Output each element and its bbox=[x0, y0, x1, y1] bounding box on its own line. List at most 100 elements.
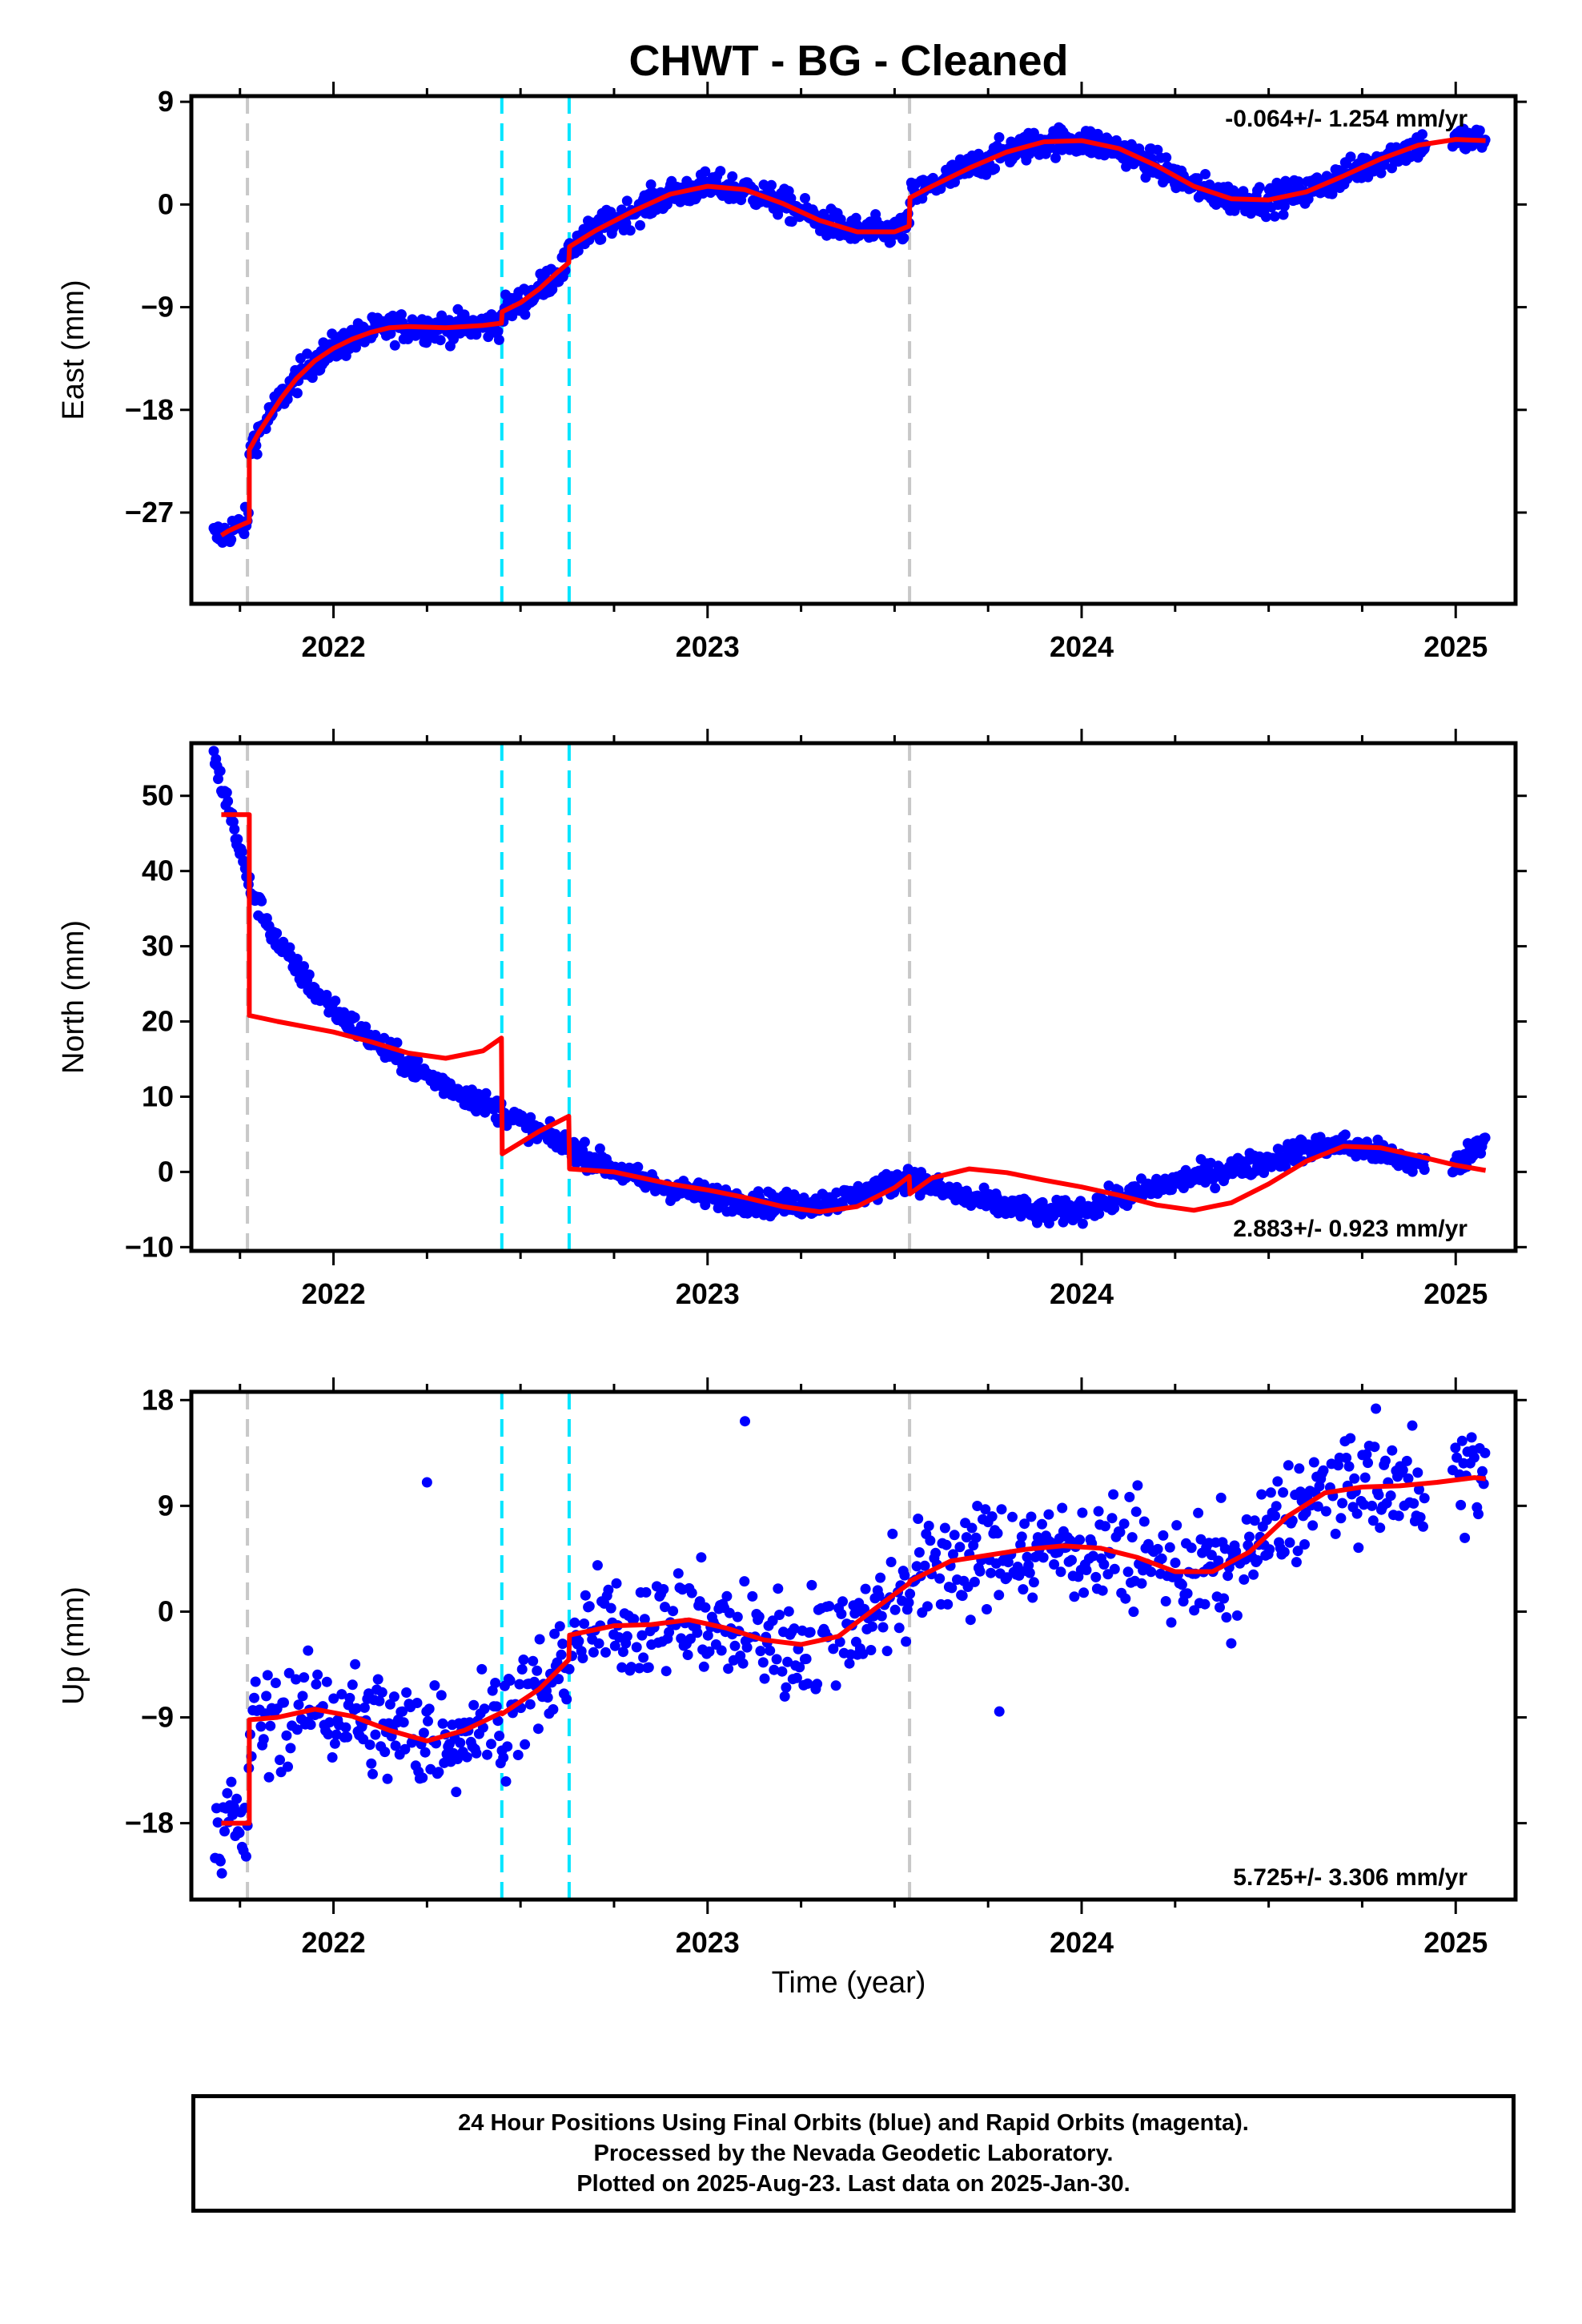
data-point bbox=[643, 1662, 654, 1673]
data-point bbox=[412, 1698, 423, 1708]
data-point bbox=[1152, 1543, 1163, 1554]
data-point bbox=[645, 179, 656, 190]
data-point bbox=[1219, 1593, 1230, 1604]
data-point bbox=[476, 1663, 488, 1675]
data-point bbox=[303, 969, 315, 980]
data-point bbox=[1186, 1542, 1197, 1554]
panel-up: 18 9 0 −9 −18 2022 2023 2024 2025 Up (mm) 5.725+/-… bbox=[57, 1377, 1527, 1959]
y-tick-label: 20 bbox=[142, 1005, 174, 1038]
y-tick-label: −9 bbox=[141, 1701, 174, 1734]
panel-north: 50 40 30 20 10 0 −10 2022 2023 2024 2025 North (mm)… bbox=[57, 729, 1527, 1310]
data-point bbox=[885, 236, 896, 247]
data-point bbox=[824, 1601, 835, 1612]
data-point bbox=[1375, 167, 1387, 179]
data-point bbox=[1265, 1487, 1276, 1498]
data-point bbox=[994, 132, 1005, 143]
data-point bbox=[1397, 1465, 1408, 1476]
data-point bbox=[1335, 1513, 1347, 1524]
data-point bbox=[435, 335, 446, 346]
data-point bbox=[1049, 1559, 1060, 1570]
data-point bbox=[329, 1738, 340, 1749]
data-point bbox=[1244, 1531, 1255, 1542]
data-point bbox=[802, 1678, 813, 1689]
data-point bbox=[948, 1549, 958, 1560]
footer-line-1: 24 Hour Positions Using Final Orbits (bl… bbox=[458, 2110, 1249, 2136]
data-point bbox=[291, 1674, 302, 1685]
data-point bbox=[765, 1645, 776, 1656]
data-point bbox=[217, 537, 228, 548]
data-point bbox=[1016, 1531, 1027, 1542]
data-point bbox=[873, 1590, 885, 1602]
data-point bbox=[698, 1661, 709, 1672]
data-point bbox=[258, 1734, 269, 1745]
data-point bbox=[1055, 1566, 1066, 1578]
data-point bbox=[370, 1729, 381, 1740]
y-tick-label: 50 bbox=[142, 779, 174, 812]
data-point bbox=[1456, 1499, 1467, 1510]
data-point bbox=[1341, 1453, 1352, 1463]
data-point bbox=[1417, 129, 1427, 140]
data-point bbox=[1241, 1514, 1252, 1525]
data-point bbox=[740, 1416, 751, 1427]
data-point bbox=[291, 954, 303, 964]
data-point bbox=[934, 1573, 946, 1584]
data-point bbox=[621, 1630, 632, 1642]
data-point bbox=[661, 199, 673, 210]
data-point bbox=[561, 1694, 572, 1705]
data-point bbox=[262, 1670, 273, 1681]
data-point bbox=[1270, 1510, 1280, 1522]
data-point bbox=[271, 927, 283, 939]
data-point bbox=[753, 1611, 765, 1622]
data-point bbox=[364, 1739, 375, 1751]
y-tick-label: −18 bbox=[125, 1807, 174, 1839]
data-point bbox=[946, 1582, 958, 1594]
data-point bbox=[994, 1590, 1005, 1601]
data-point bbox=[617, 1647, 628, 1658]
data-point bbox=[1189, 1605, 1200, 1616]
data-point bbox=[299, 961, 309, 972]
data-point bbox=[548, 1704, 559, 1715]
data-point bbox=[1126, 1532, 1138, 1543]
data-point bbox=[401, 1687, 412, 1698]
y-tick-label: −18 bbox=[125, 393, 174, 426]
data-point bbox=[468, 1699, 480, 1711]
data-point bbox=[741, 1642, 753, 1653]
data-point bbox=[493, 334, 504, 345]
data-point bbox=[986, 1567, 997, 1578]
data-point bbox=[270, 1678, 281, 1688]
x-tick-label: 2025 bbox=[1423, 1277, 1488, 1310]
data-point bbox=[974, 1566, 986, 1577]
data-point bbox=[972, 1501, 983, 1511]
data-point bbox=[303, 1645, 314, 1656]
data-point bbox=[789, 1192, 801, 1202]
data-point bbox=[1074, 1534, 1086, 1546]
y-axis-label: North (mm) bbox=[57, 920, 90, 1074]
data-point bbox=[461, 1751, 472, 1763]
data-point bbox=[1363, 1458, 1373, 1469]
y-tick-label: 18 bbox=[142, 1383, 174, 1416]
data-point bbox=[592, 1560, 603, 1571]
data-point bbox=[331, 1729, 342, 1740]
data-point bbox=[1272, 1476, 1283, 1487]
data-point bbox=[232, 834, 243, 845]
data-point bbox=[397, 1706, 408, 1717]
data-point bbox=[1256, 1489, 1267, 1500]
y-tick-label: 0 bbox=[158, 187, 174, 220]
data-point bbox=[1215, 1602, 1225, 1613]
data-point bbox=[219, 1826, 230, 1837]
data-point bbox=[239, 529, 250, 540]
data-point bbox=[961, 1532, 972, 1543]
data-point bbox=[486, 1739, 496, 1750]
data-point bbox=[1373, 1490, 1384, 1501]
data-point bbox=[1353, 1542, 1364, 1554]
data-point bbox=[737, 1658, 749, 1669]
data-point bbox=[327, 1752, 338, 1763]
data-point bbox=[390, 1740, 401, 1751]
data-point bbox=[1120, 1593, 1131, 1604]
data-point bbox=[347, 1679, 358, 1691]
data-point bbox=[1264, 1544, 1275, 1555]
data-point bbox=[605, 1602, 616, 1614]
data-point bbox=[215, 1856, 226, 1867]
data-point bbox=[966, 1522, 978, 1534]
data-point bbox=[732, 1611, 743, 1622]
